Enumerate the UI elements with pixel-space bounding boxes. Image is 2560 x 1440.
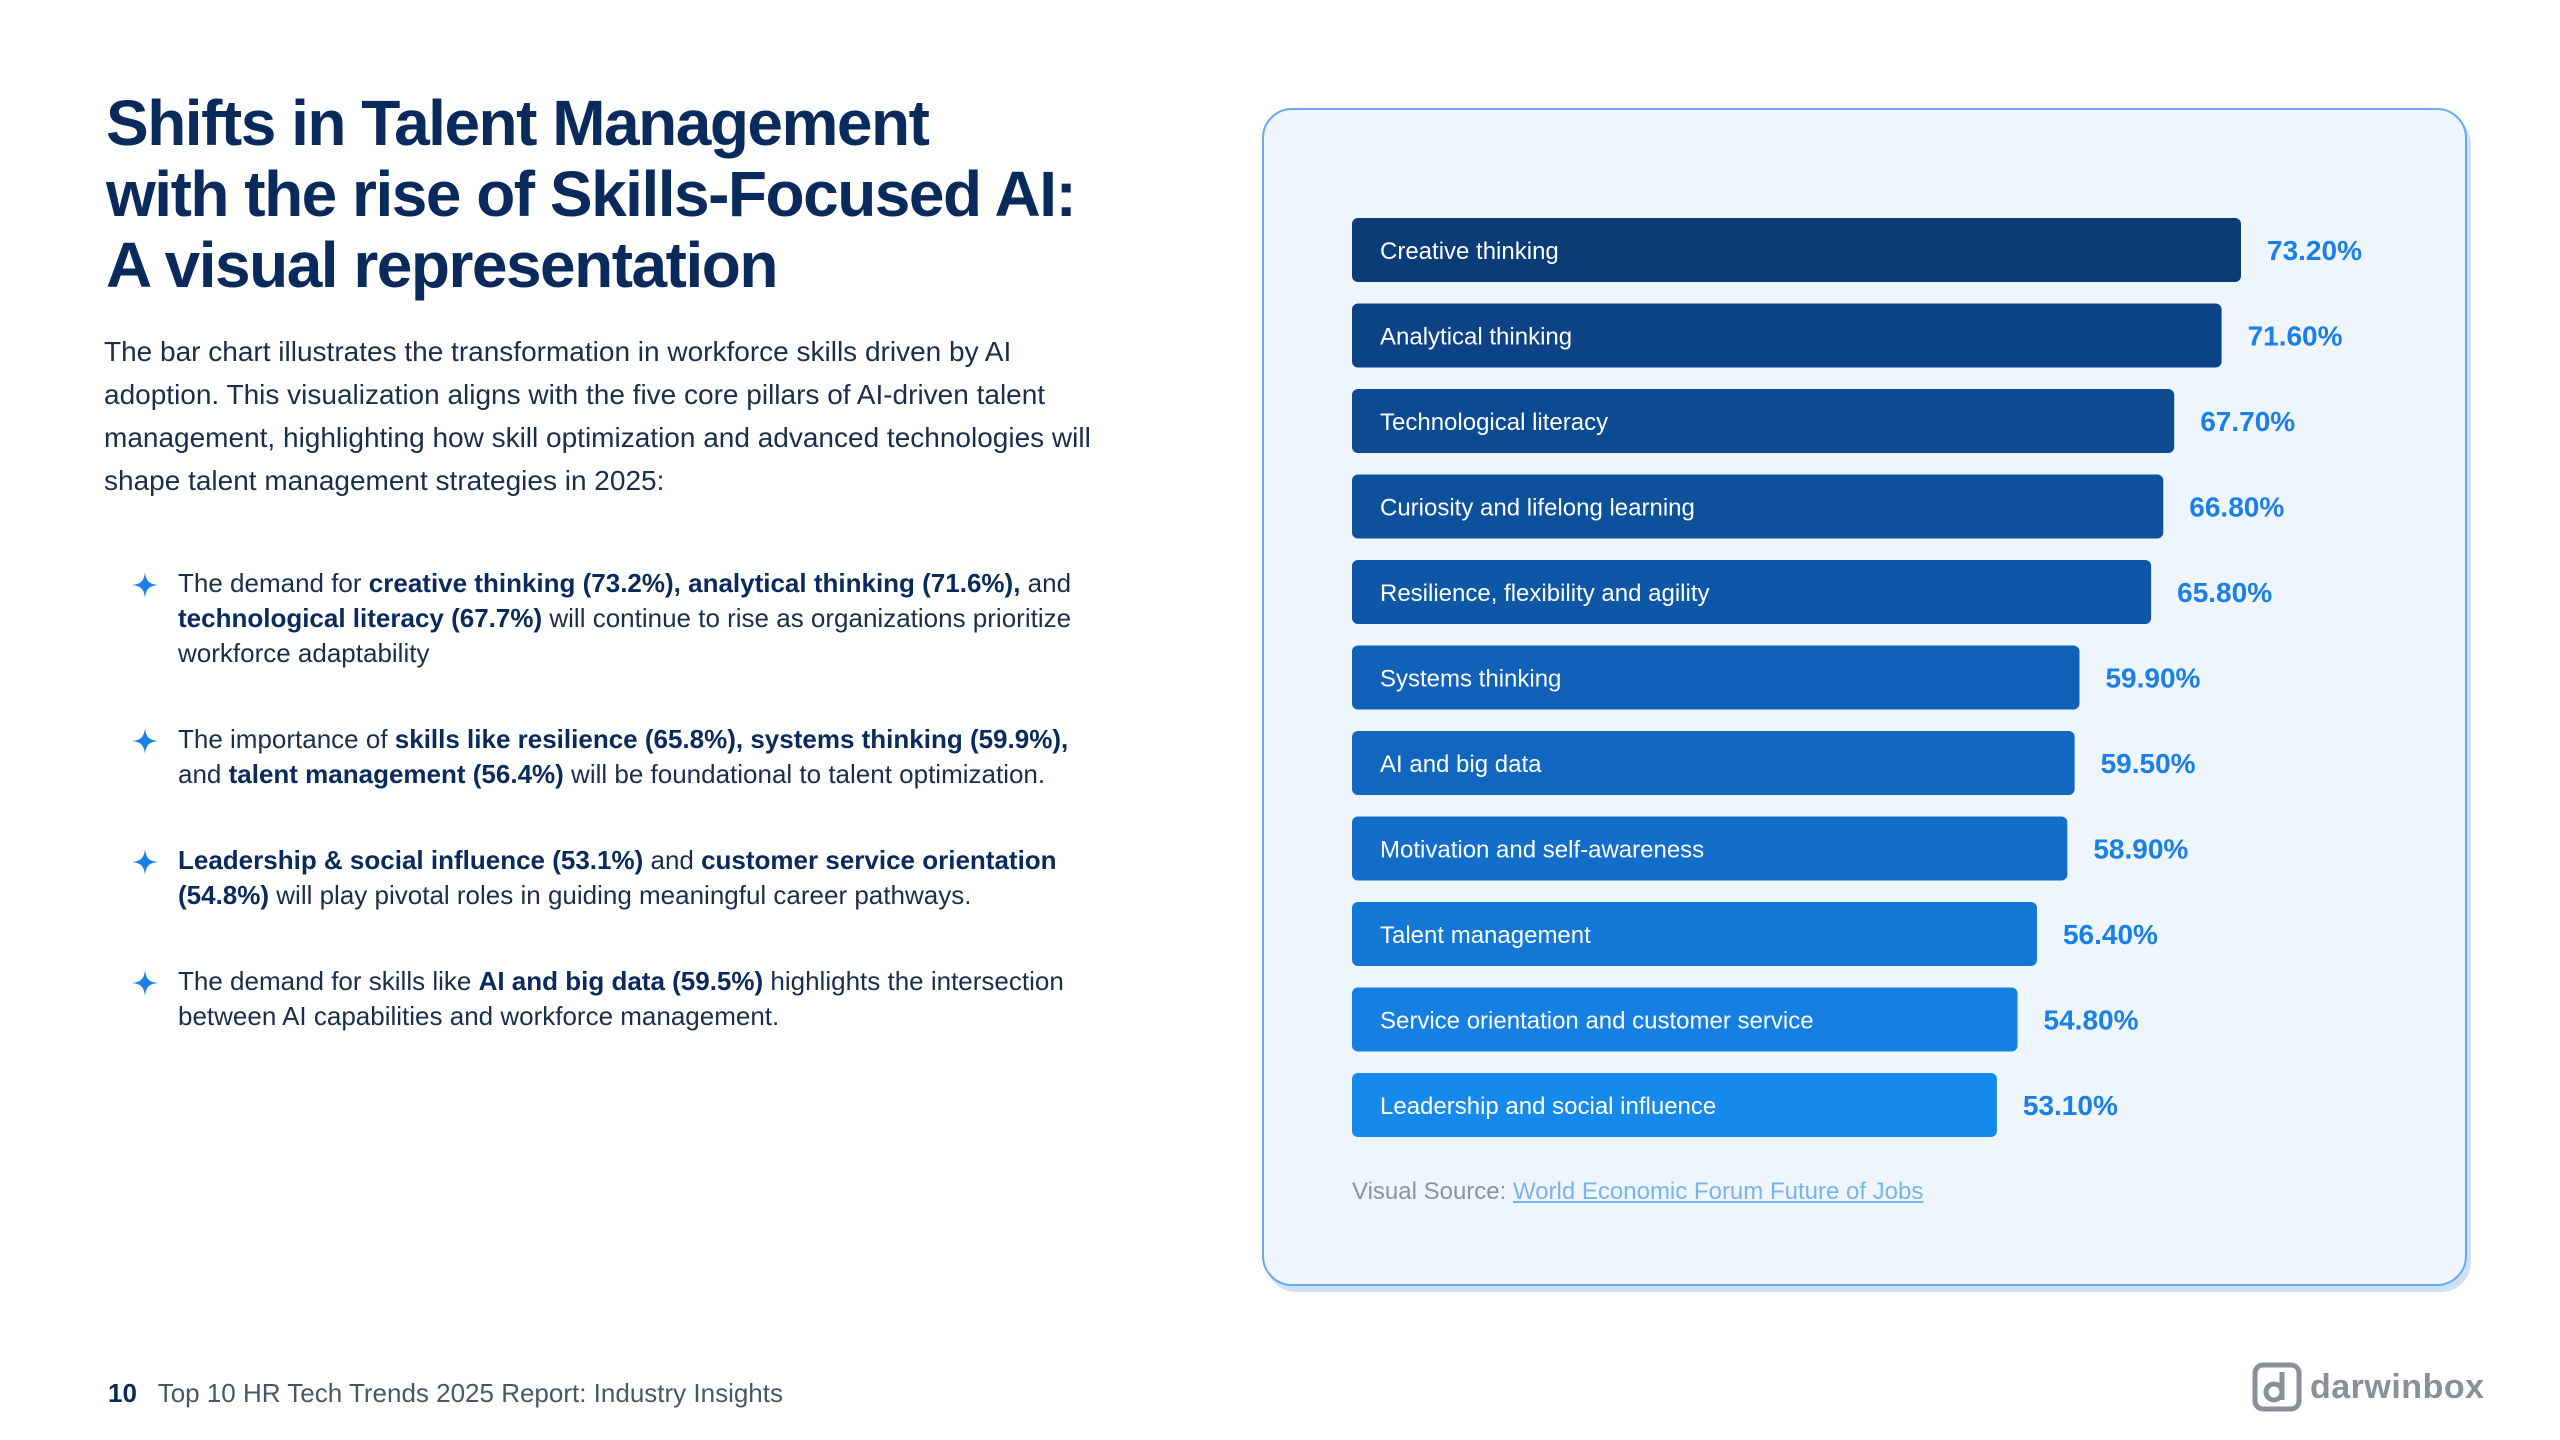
bar-group: Talent management 56.40%: [1352, 902, 2158, 966]
bar-group: Leadership and social influence 53.10%: [1352, 1073, 2118, 1137]
darwinbox-logo-icon: [2252, 1362, 2302, 1412]
logo-wordmark: darwinbox: [2310, 1367, 2485, 1406]
page-number: 10: [108, 1378, 137, 1408]
bullet-run: The demand for: [178, 568, 369, 598]
bar-category-label: Curiosity and lifelong learning: [1380, 495, 1695, 522]
bullet-item: Leadership & social influence (53.1%) an…: [130, 843, 1090, 913]
bar: [1352, 731, 2075, 795]
bar-value-label: 73.20%: [2267, 235, 2362, 266]
bullet-emphasis: customer service orientation (54.8%): [178, 845, 1057, 910]
bullet-run: will play pivotal roles in guiding meani…: [269, 880, 972, 910]
bullet-run: and: [1020, 568, 1072, 598]
bar-value-label: 53.10%: [2023, 1090, 2118, 1121]
bullet-item: The demand for skills like AI and big da…: [130, 964, 1090, 1034]
bar: [1352, 218, 2241, 282]
bar: [1352, 902, 2037, 966]
bar-group: Resilience, flexibility and agility 65.80…: [1352, 560, 2272, 624]
intro-paragraph: The bar chart illustrates the transforma…: [104, 336, 1091, 496]
bar-category-label: Motivation and self-awareness: [1380, 837, 1704, 864]
bar-category-label: Technological literacy: [1380, 409, 1608, 436]
bullet-run: The demand for skills like: [178, 966, 479, 996]
bullet-text: The demand for creative thinking (73.2%)…: [178, 566, 1090, 671]
footer: 10 Top 10 HR Tech Trends 2025 Report: In…: [108, 1378, 783, 1409]
bullet-emphasis: creative thinking (73.2%), analytical th…: [368, 568, 1021, 598]
sparkle-icon: [132, 849, 158, 875]
visual-source: Visual Source: World Economic Forum Futu…: [1352, 1178, 1923, 1206]
bullet-text: The demand for skills like AI and big da…: [178, 964, 1090, 1034]
bar-category-label: Talent management: [1380, 922, 1591, 949]
bar-group: AI and big data 59.50%: [1352, 731, 2196, 795]
bar-group: Analytical thinking 71.60%: [1352, 303, 2343, 368]
bar: [1352, 389, 2175, 453]
bullet-emphasis: talent management (56.4%): [228, 759, 564, 789]
bar: [1352, 645, 2080, 710]
bullet-text: Leadership & social influence (53.1%) an…: [178, 843, 1090, 913]
bar-group: Curiosity and lifelong learning 66.80%: [1352, 474, 2284, 539]
title-line-3: A visual representation: [106, 229, 778, 301]
source-link[interactable]: World Economic Forum Future of Jobs: [1512, 1178, 1924, 1205]
bullet-item: The importance of skills like resilience…: [130, 722, 1090, 792]
bullet-emphasis: skills like resilience (65.8%), systems …: [394, 724, 1069, 754]
bar-value-label: 67.70%: [2200, 406, 2295, 437]
bullet-emphasis: technological literacy (67.7%): [178, 603, 543, 633]
bar-value-label: 71.60%: [2248, 321, 2343, 352]
bullet-text: The importance of skills like resilience…: [178, 722, 1090, 792]
darwinbox-logo: darwinbox: [2252, 1362, 2485, 1412]
bar-category-label: Creative thinking: [1380, 238, 1559, 265]
report-title: Top 10 HR Tech Trends 2025 Report: Indus…: [157, 1378, 783, 1408]
sparkle-icon: [132, 728, 158, 754]
bullet-run: and: [643, 845, 702, 875]
title-line-2: with the rise of Skills-Focused AI:: [106, 158, 1077, 230]
sparkle-icon: [132, 572, 158, 598]
sparkle-icon: [132, 970, 158, 996]
bullet-run: highlights the intersection between AI c…: [178, 966, 1064, 1031]
bar-group: Motivation and self-awareness 58.90%: [1352, 816, 2188, 881]
bullet-emphasis: Leadership & social influence (53.1%): [178, 845, 644, 875]
page-title: Shifts in Talent Management with the ris…: [106, 88, 1146, 301]
chart-card: Creative thinking 73.20% Analytical thinki…: [1262, 108, 2467, 1286]
bar: [1352, 560, 2152, 624]
bar-category-label: Analytical thinking: [1380, 324, 1572, 351]
bar-value-label: 59.50%: [2101, 748, 2196, 779]
bullet-run: The importance of: [178, 724, 395, 754]
bar: [1352, 474, 2164, 539]
bar-category-label: Leadership and social influence: [1380, 1093, 1716, 1120]
bar: [1352, 1073, 1997, 1137]
bar-group: Creative thinking 73.20%: [1352, 218, 2362, 282]
skills-bar-chart: Creative thinking 73.20% Analytical thinki…: [1352, 218, 2362, 1137]
bar-value-label: 65.80%: [2177, 577, 2272, 608]
bar-category-label: Service orientation and customer service: [1380, 1008, 1814, 1035]
bar-category-label: Systems thinking: [1380, 666, 1561, 693]
bar-value-label: 58.90%: [2093, 834, 2188, 865]
bar-value-label: 56.40%: [2063, 919, 2158, 950]
bar-group: Systems thinking 59.90%: [1352, 645, 2201, 710]
bar-category-label: Resilience, flexibility and agility: [1380, 580, 1709, 607]
bar-value-label: 54.80%: [2044, 1005, 2139, 1036]
bar-value-label: 59.90%: [2105, 663, 2200, 694]
title-line-1: Shifts in Talent Management: [106, 87, 930, 159]
bullet-item: The demand for creative thinking (73.2%)…: [130, 566, 1090, 671]
bar-category-label: AI and big data: [1380, 751, 1542, 778]
bar-group: Technological literacy 67.70%: [1352, 389, 2295, 453]
bar-value-label: 66.80%: [2189, 492, 2284, 523]
bullet-run: and: [178, 759, 229, 789]
bar: [1352, 987, 2018, 1052]
bullet-run: will continue to rise as organizations p…: [178, 603, 1072, 668]
bar: [1352, 816, 2068, 881]
bar: [1352, 303, 2222, 368]
bar-group: Service orientation and customer service…: [1352, 987, 2139, 1052]
source-prefix: Visual Source:: [1352, 1178, 1513, 1205]
bullet-run: will be foundational to talent optimizat…: [563, 759, 1046, 789]
bullet-emphasis: AI and big data (59.5%): [478, 966, 764, 996]
